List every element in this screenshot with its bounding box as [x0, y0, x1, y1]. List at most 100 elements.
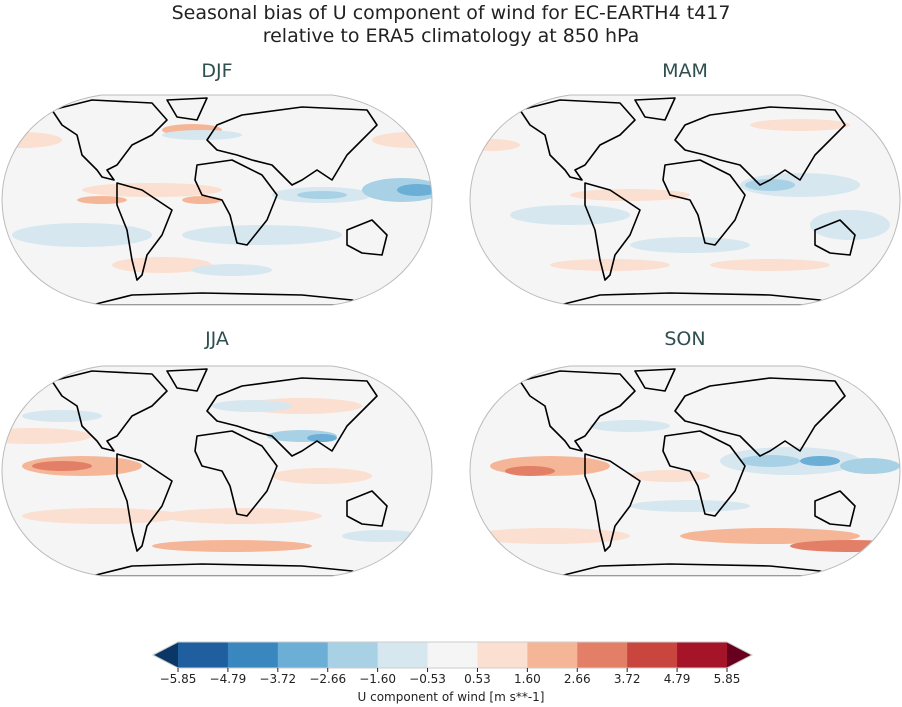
panel-title-djf: DJF: [201, 60, 233, 82]
bias-contour: [297, 191, 347, 199]
colorbar-tick-label: −5.85: [159, 672, 197, 686]
coastline-africa: [662, 430, 746, 517]
bias-contour: [152, 540, 312, 552]
panel-title-son: SON: [664, 328, 706, 350]
colorbar-segment: [627, 642, 678, 668]
bias-field: [2, 368, 422, 576]
bias-contour: [470, 528, 630, 544]
colorbar-tick-label: −0.53: [409, 672, 446, 686]
coastline-greenland: [166, 368, 208, 392]
coastline-africa: [194, 430, 278, 517]
colorbar-tick-label: −4.79: [209, 672, 247, 686]
coastline-antarctica: [559, 563, 831, 576]
coastline-africa: [194, 159, 278, 246]
coastline-south-america: [584, 453, 641, 552]
bias-contour: [272, 468, 372, 484]
bias-contour: [307, 434, 337, 442]
colorbar-tick-label: −1.60: [359, 672, 397, 686]
bias-contour: [22, 508, 182, 524]
colorbar-segment: [327, 642, 379, 668]
bias-contour: [505, 466, 555, 476]
bias-contour: [630, 237, 750, 253]
colorbar-segment: [677, 642, 728, 668]
map-son: [469, 365, 901, 577]
figure-title-line2: relative to ERA5 climatology at 850 hPa: [262, 25, 640, 47]
coastline-antarctica: [559, 292, 831, 305]
colorbar-under-arrow: [153, 642, 178, 668]
bias-contour: [32, 461, 92, 471]
bias-contour: [680, 528, 860, 544]
map-mam: [469, 94, 901, 306]
bias-contour: [342, 530, 422, 542]
coastline-africa: [662, 159, 746, 246]
bias-contour: [12, 223, 152, 247]
bias-contour: [162, 508, 322, 524]
map-border-jja: [1, 365, 433, 577]
panel-title-jja: JJA: [205, 328, 229, 350]
colorbar-segment: [178, 642, 229, 668]
bias-contour: [810, 210, 890, 240]
colorbar-tick-label: 5.85: [713, 672, 741, 686]
colorbar-tick-label: −3.72: [259, 672, 297, 686]
colorbar-over-arrow: [727, 642, 752, 668]
coastline-north-america: [519, 99, 636, 181]
map-border-mam: [469, 94, 901, 306]
coastline-antarctica: [91, 292, 363, 305]
bias-contour: [162, 130, 242, 140]
map-djf: [1, 94, 433, 306]
bias-contour: [510, 205, 630, 225]
bias-contour: [590, 420, 670, 432]
map-background: [470, 95, 900, 305]
coastline-greenland: [634, 368, 676, 392]
bias-contour: [22, 410, 102, 422]
coastline-antarctica: [91, 563, 363, 576]
coastline-eurasia: [674, 377, 846, 457]
bias-contour: [800, 456, 840, 466]
bias-contour: [77, 196, 127, 204]
colorbar-segment: [577, 642, 628, 668]
figure-title-line1: Seasonal bias of U component of wind for…: [171, 2, 731, 24]
map-jja: [1, 365, 433, 577]
bias-field: [2, 97, 432, 305]
bias-contour: [840, 458, 900, 474]
map-border-son: [469, 365, 901, 577]
bias-contour: [192, 264, 272, 276]
coastline-australia: [814, 490, 856, 527]
colorbar-segment: [427, 642, 478, 668]
colorbar-tick-label: 1.60: [514, 672, 541, 686]
colorbar-segment: [377, 642, 429, 668]
coastline-australia: [814, 219, 856, 256]
bias-field: [470, 97, 890, 305]
bias-contour: [212, 400, 292, 412]
bias-contour: [372, 132, 432, 148]
coastline-south-america: [116, 453, 173, 552]
bias-contour: [710, 259, 830, 271]
bias-contour: [2, 428, 92, 444]
colorbar-tick-label: −2.66: [309, 672, 347, 686]
coastline-eurasia: [674, 106, 846, 186]
bias-contour: [550, 259, 670, 271]
colorbar-segment: [277, 642, 329, 668]
colorbar-tick-label: 4.79: [663, 672, 691, 686]
bias-contour: [2, 132, 62, 148]
bias-contour: [112, 257, 212, 273]
coastline-north-america: [51, 370, 168, 452]
coastline-australia: [346, 490, 388, 527]
coastline-greenland: [166, 97, 208, 121]
coastline-north-america: [51, 99, 168, 181]
bias-contour: [397, 184, 432, 196]
bias-contour: [740, 455, 800, 467]
bias-contour: [182, 225, 342, 245]
coastline-australia: [346, 219, 388, 256]
coastline-south-america: [116, 182, 173, 281]
bias-contour: [750, 119, 850, 131]
bias-contour: [570, 189, 690, 201]
colorbar-tick-label: 3.72: [613, 672, 641, 686]
colorbar-label: U component of wind [m s**-1]: [357, 690, 545, 704]
colorbar-tick-label: 2.66: [563, 672, 591, 686]
colorbar-segment: [227, 642, 279, 668]
colorbar-tick-label: 0.53: [464, 672, 491, 686]
map-border-djf: [1, 94, 433, 306]
colorbar-segment: [527, 642, 578, 668]
